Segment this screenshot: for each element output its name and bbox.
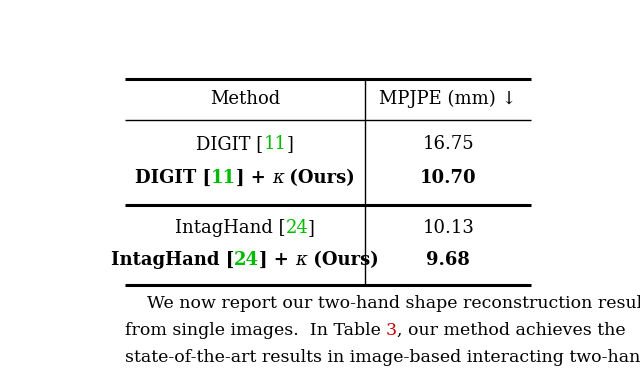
Text: ] +: ] + bbox=[236, 169, 271, 187]
Text: 24: 24 bbox=[234, 250, 259, 269]
Text: MPJPE (mm) ↓: MPJPE (mm) ↓ bbox=[380, 90, 517, 108]
Text: 3: 3 bbox=[386, 322, 397, 339]
Text: κ: κ bbox=[295, 250, 307, 269]
Text: 11: 11 bbox=[211, 169, 236, 187]
Text: 24: 24 bbox=[285, 219, 308, 237]
Text: ]: ] bbox=[308, 219, 315, 237]
Text: 16.75: 16.75 bbox=[422, 135, 474, 153]
Text: DIGIT [: DIGIT [ bbox=[134, 169, 211, 187]
Text: 10.13: 10.13 bbox=[422, 219, 474, 237]
Text: (Ours): (Ours) bbox=[307, 250, 379, 269]
Text: DIGIT [: DIGIT [ bbox=[196, 135, 264, 153]
Text: IntagHand [: IntagHand [ bbox=[111, 250, 234, 269]
Text: , our method achieves the: , our method achieves the bbox=[397, 322, 626, 339]
Text: ] +: ] + bbox=[259, 250, 295, 269]
Text: 11: 11 bbox=[264, 135, 287, 153]
Text: Method: Method bbox=[210, 90, 280, 108]
Text: IntagHand [: IntagHand [ bbox=[175, 219, 285, 237]
Text: from single images.  In Table: from single images. In Table bbox=[125, 322, 386, 339]
Text: state-of-the-art results in image-based interacting two-hand: state-of-the-art results in image-based … bbox=[125, 349, 640, 366]
Text: 10.70: 10.70 bbox=[420, 169, 477, 187]
Text: 9.68: 9.68 bbox=[426, 250, 470, 269]
Text: κ: κ bbox=[271, 169, 284, 187]
Text: (Ours): (Ours) bbox=[284, 169, 355, 187]
Text: We now report our two-hand shape reconstruction results: We now report our two-hand shape reconst… bbox=[125, 295, 640, 312]
Text: ]: ] bbox=[287, 135, 293, 153]
